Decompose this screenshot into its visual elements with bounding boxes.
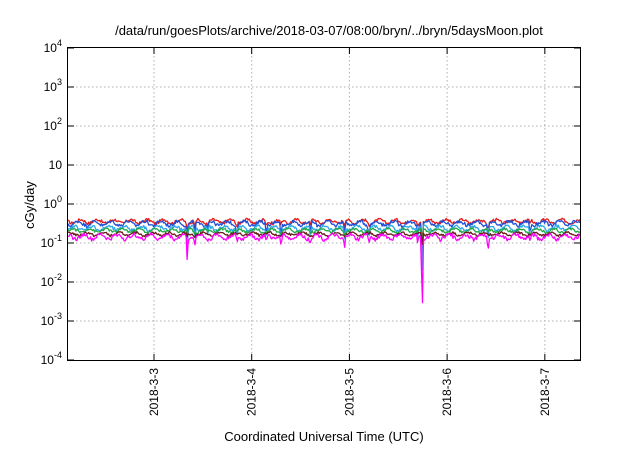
series-line [67,232,581,304]
x-axis: 2018-3-3 2018-3-4 2018-3-5 2018-3-6 2018-3-7 [147,48,552,416]
x-tick-label: 2018-3-6 [440,368,454,416]
grid-layer [68,48,580,360]
chart-title: /data/run/goesPlots/archive/2018-03-07/0… [115,23,543,38]
y-tick-label: 100 [44,194,62,211]
y-tick-label: 10 [49,158,63,172]
x-tick-label: 2018-3-3 [147,368,161,416]
x-tick-label: 2018-3-5 [342,368,356,416]
series-line [67,227,581,243]
y-axis-label: cGy/day [22,181,37,229]
y-tick-label: 10-4 [41,350,62,367]
y-tick-label: 103 [44,77,62,94]
series-layer [67,217,581,304]
x-tick-label: 2018-3-7 [538,368,552,416]
y-tick-label: 104 [44,38,62,55]
y-tick-label: 102 [44,116,62,133]
y-axis: 10-4 10-3 10-2 10-1 100 10 102 103 104 [41,38,580,367]
x-tick-label: 2018-3-4 [245,368,259,416]
y-tick-label: 10-3 [41,311,62,328]
x-axis-label: Coordinated Universal Time (UTC) [224,429,423,444]
y-tick-label: 10-1 [41,233,62,250]
series-line [67,230,581,246]
plot-frame [67,47,581,361]
series-line [67,219,581,270]
y-tick-label: 10-2 [41,272,62,289]
